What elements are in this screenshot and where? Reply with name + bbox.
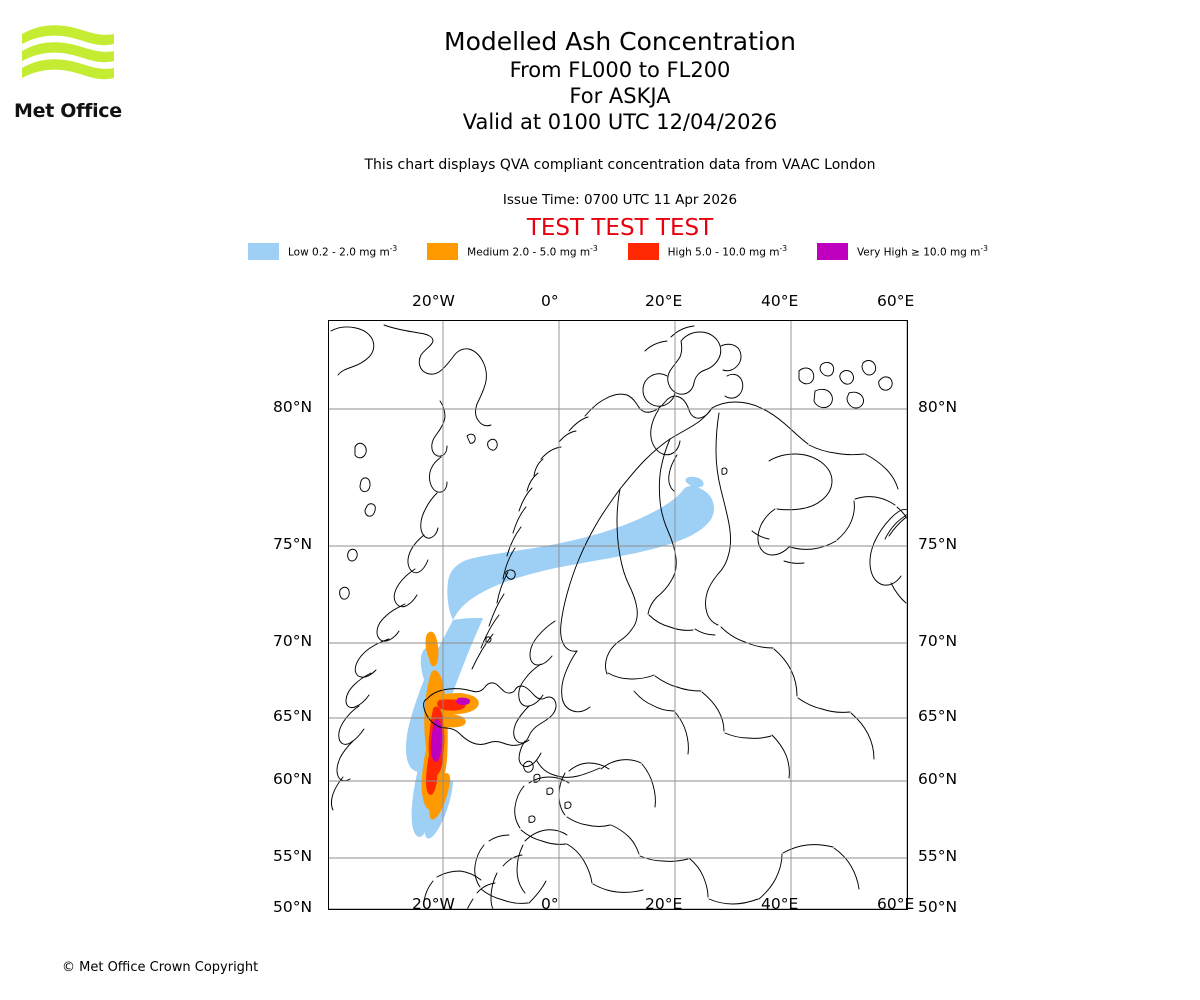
test-banner: TEST TEST TEST (526, 215, 714, 241)
legend-label-low: Low 0.2 - 2.0 mg m-3 (288, 243, 398, 259)
axis-label-lat-right-4: 60°N (918, 770, 958, 788)
concentration-legend: Low 0.2 - 2.0 mg m-3 Medium 2.0 - 5.0 mg… (248, 241, 988, 261)
axis-label-lat-left-2: 70°N (273, 632, 313, 650)
copyright-notice: © Met Office Crown Copyright (62, 960, 259, 975)
legend-swatch-high (627, 242, 659, 260)
axis-label-lon-top-0: 20°W (412, 292, 455, 310)
legend-item-low: Low 0.2 - 2.0 mg m-3 (248, 242, 398, 260)
volcano-name: For ASKJA (569, 84, 671, 108)
axis-label-lat-left-4: 60°N (273, 770, 313, 788)
map-gridlines (329, 321, 907, 909)
axis-label-lon-top-2: 20°E (645, 292, 683, 310)
axis-label-lat-right-5: 55°N (918, 847, 958, 865)
map-canvas (329, 321, 907, 909)
legend-item-high: High 5.0 - 10.0 mg m-3 (627, 242, 788, 260)
legend-label-high: High 5.0 - 10.0 mg m-3 (667, 243, 788, 259)
axis-label-lat-left-5: 55°N (273, 847, 313, 865)
axis-label-lat-left-3: 65°N (273, 707, 313, 725)
axis-label-lon-bottom-4: 60°E (877, 895, 915, 913)
flight-level-range: From FL000 to FL200 (509, 58, 731, 82)
legend-swatch-low (248, 242, 279, 260)
coastlines (330, 324, 907, 909)
legend-label-medium: Medium 2.0 - 5.0 mg m-3 (467, 243, 598, 259)
axis-label-lon-top-4: 60°E (877, 292, 915, 310)
met-office-wave-mark (22, 25, 114, 80)
page-title: Modelled Ash Concentration (444, 27, 796, 56)
map-frame (328, 320, 908, 910)
axis-label-lon-bottom-1: 0° (541, 895, 559, 913)
met-office-wordmark: Met Office (14, 100, 122, 122)
legend-item-medium: Medium 2.0 - 5.0 mg m-3 (427, 242, 598, 260)
met-office-logo: Met Office (8, 18, 128, 122)
issue-time: Issue Time: 0700 UTC 11 Apr 2026 (502, 192, 738, 208)
legend-swatch-medium (427, 242, 459, 260)
axis-label-lat-left-0: 80°N (273, 398, 313, 416)
axis-label-lon-bottom-2: 20°E (645, 895, 683, 913)
axis-label-lat-right-1: 75°N (918, 535, 958, 553)
ash-concentration-map[interactable] (328, 320, 908, 910)
axis-label-lat-right-0: 80°N (918, 398, 958, 416)
valid-time: Valid at 0100 UTC 12/04/2026 (462, 110, 778, 134)
axis-label-lat-left-6: 50°N (273, 898, 313, 916)
legend-label-very-high: Very High ≥ 10.0 mg m-3 (856, 243, 988, 259)
axis-label-lon-bottom-3: 40°E (761, 895, 799, 913)
axis-label-lon-bottom-0: 20°W (412, 895, 455, 913)
axis-label-lon-top-3: 40°E (761, 292, 799, 310)
axis-label-lon-top-1: 0° (541, 292, 559, 310)
legend-swatch-very-high (816, 242, 848, 260)
legend-item-very-high: Very High ≥ 10.0 mg m-3 (816, 242, 988, 260)
axis-label-lat-right-3: 65°N (918, 707, 958, 725)
axis-label-lat-left-1: 75°N (273, 535, 313, 553)
chart-title-block: Modelled Ash Concentration From FL000 to… (240, 26, 1000, 135)
ash-plume-low (406, 476, 714, 772)
qva-note: This chart displays QVA compliant concen… (364, 157, 876, 173)
axis-label-lat-right-6: 50°N (918, 898, 958, 916)
axis-label-lat-right-2: 70°N (918, 632, 958, 650)
